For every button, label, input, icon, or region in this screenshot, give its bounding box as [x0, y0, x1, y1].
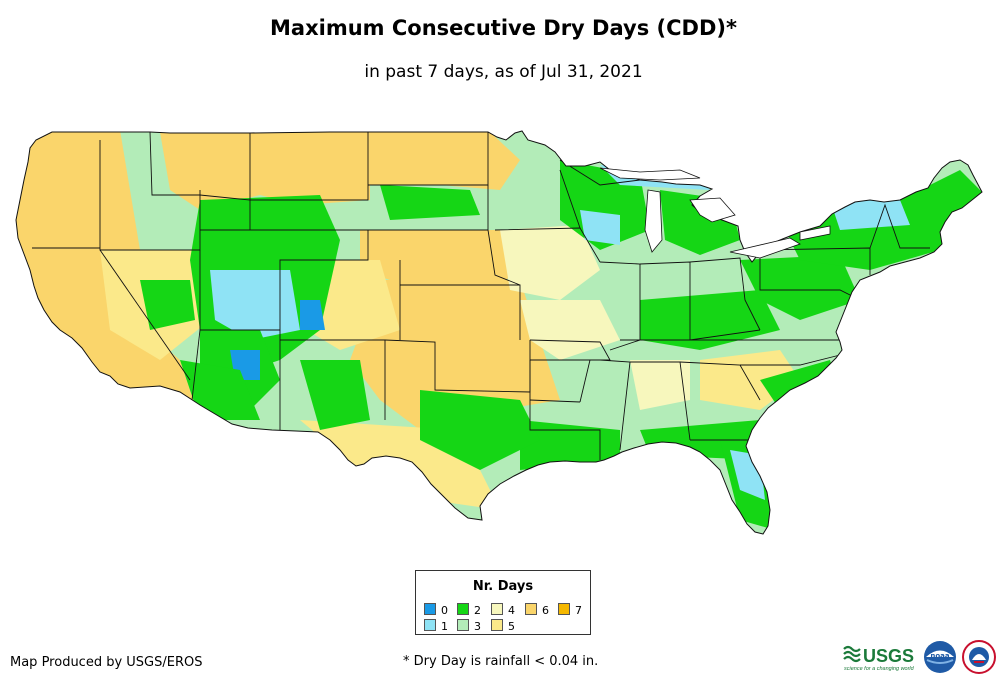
- map-credit: Map Produced by USGS/EROS: [10, 655, 203, 670]
- legend-label: 7: [575, 604, 582, 617]
- legend-swatch: [457, 603, 469, 615]
- legend-swatch: [457, 619, 469, 631]
- map-title: Maximum Consecutive Dry Days (CDD)*: [270, 16, 737, 40]
- nws-logo: [962, 640, 996, 674]
- usgs-logo-text: USGS: [863, 646, 914, 666]
- legend-swatch: [525, 603, 537, 615]
- legend-label: 0: [441, 604, 448, 617]
- usgs-logo: USGS science for a changing world: [843, 645, 915, 672]
- legend-label: 3: [474, 620, 481, 633]
- legend-label: 1: [441, 620, 448, 633]
- legend-item: 7: [558, 603, 582, 617]
- legend: Nr. Days 0 1 2 3 4 5 6 7: [415, 570, 591, 635]
- dry-day-footnote: * Dry Day is rainfall < 0.04 in.: [403, 654, 599, 669]
- legend-item: 5: [491, 619, 515, 633]
- legend-label: 2: [474, 604, 481, 617]
- legend-item: 4: [491, 603, 515, 617]
- legend-title: Nr. Days: [472, 579, 534, 594]
- legend-item: 1: [424, 619, 448, 633]
- legend-item: 6: [525, 603, 549, 617]
- legend-swatch: [424, 619, 436, 631]
- legend-label: 5: [508, 620, 515, 633]
- legend-swatch: [424, 603, 436, 615]
- us-cdd-map: [15, 130, 983, 535]
- legend-label: 6: [542, 604, 549, 617]
- legend-item: 2: [457, 603, 481, 617]
- legend-swatch: [491, 619, 503, 631]
- legend-item: 3: [457, 619, 481, 633]
- map-subtitle: in past 7 days, as of Jul 31, 2021: [364, 62, 643, 82]
- legend-swatch: [558, 603, 570, 615]
- usgs-tagline: science for a changing world: [844, 666, 915, 672]
- legend-swatch: [491, 603, 503, 615]
- noaa-logo-text: noaa: [930, 652, 950, 660]
- legend-label: 4: [508, 604, 515, 617]
- legend-item: 0: [424, 603, 448, 617]
- noaa-logo: noaa: [924, 641, 956, 673]
